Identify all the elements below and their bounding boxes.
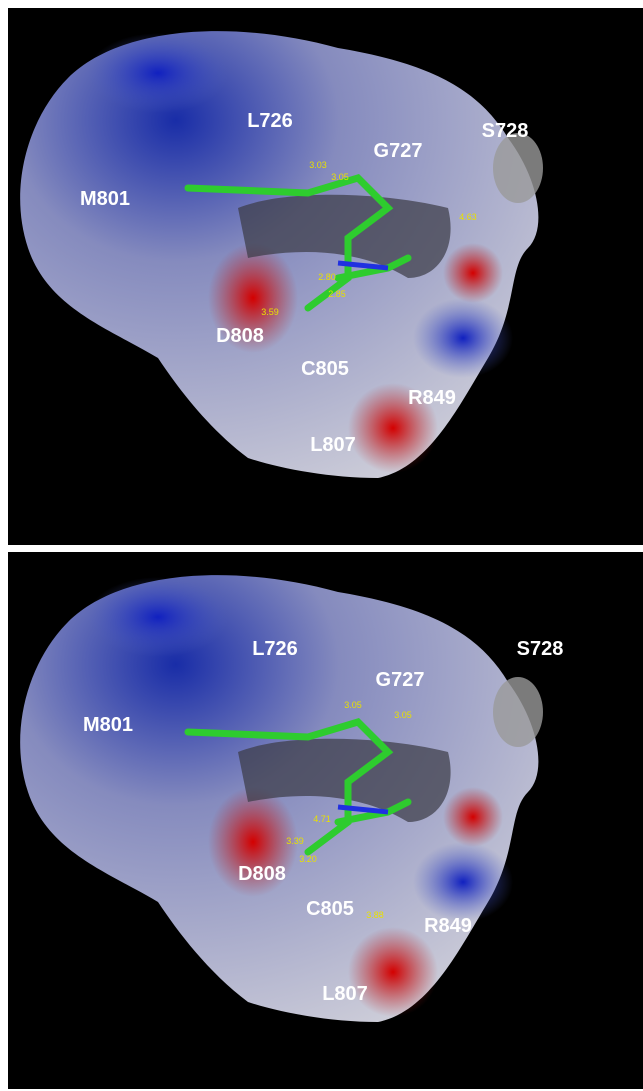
distance-label: 3.59 xyxy=(261,307,279,317)
residue-label: G727 xyxy=(374,140,423,162)
distance-label: 2.80 xyxy=(318,272,336,282)
residue-label: L726 xyxy=(252,638,298,660)
residue-label: L807 xyxy=(322,983,368,1005)
residue-label: D808 xyxy=(238,863,286,885)
figure: 3.03 3.05 4.63 2.80 2.85 3.59 L726 G727 S728 M801… xyxy=(0,0,643,1091)
residue-label: D808 xyxy=(216,325,264,347)
distance-label: 3.05 xyxy=(394,710,412,720)
distance-label: 3.05 xyxy=(331,172,349,182)
page: 3.03 3.05 4.63 2.80 2.85 3.59 L726 G727 S728 M801… xyxy=(0,0,643,1091)
distance-label: 3.20 xyxy=(299,854,317,864)
residue-label: R849 xyxy=(408,387,456,409)
distance-label: 3.05 xyxy=(344,700,362,710)
residue-label: R849 xyxy=(424,915,472,937)
residue-label: G727 xyxy=(376,669,425,691)
distance-label: 3.39 xyxy=(286,836,304,846)
residue-label: L807 xyxy=(310,434,356,456)
distance-label: 3.88 xyxy=(366,910,384,920)
residue-label: M801 xyxy=(83,714,133,736)
residue-label: C805 xyxy=(306,898,354,920)
residue-label: C805 xyxy=(301,358,349,380)
distance-label: 4.71 xyxy=(313,814,331,824)
residue-label: S728 xyxy=(482,120,529,142)
distance-label: 4.63 xyxy=(459,212,477,222)
residue-label: L726 xyxy=(247,110,293,132)
distance-label: 3.03 xyxy=(309,160,327,170)
distance-label: 2.85 xyxy=(328,289,346,299)
residue-label: M801 xyxy=(80,188,130,210)
residue-label: S728 xyxy=(517,638,564,660)
